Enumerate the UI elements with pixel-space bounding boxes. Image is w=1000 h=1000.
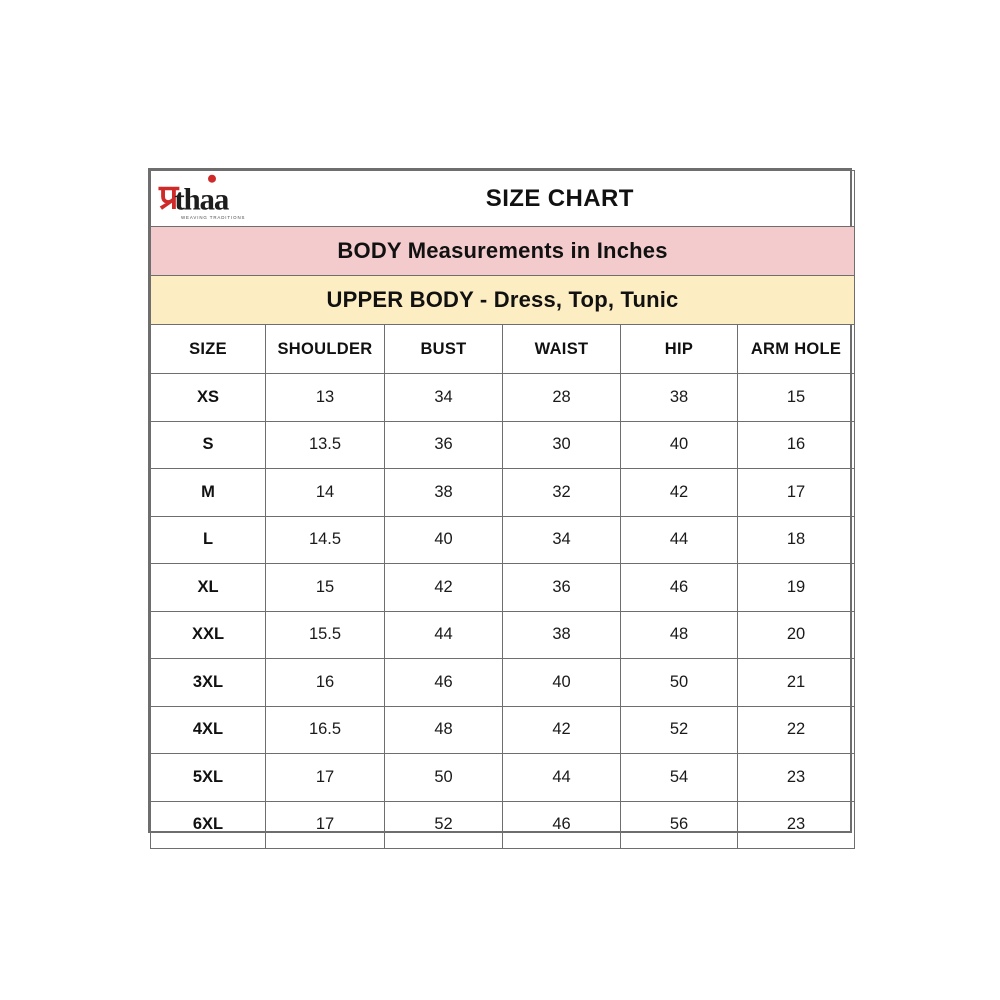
- cell-bust: 34: [384, 373, 503, 422]
- cell-waist: 40: [502, 658, 621, 707]
- cell-size: 3XL: [150, 658, 266, 707]
- cell-size: M: [150, 468, 266, 517]
- table-row: XL 15 42 36 46 19: [150, 563, 856, 612]
- cell-size: L: [150, 515, 266, 564]
- brand-logo-tagline: WEAVING TRADITIONS: [181, 215, 246, 220]
- cell-size: XXL: [150, 610, 266, 659]
- table-row: 4XL 16.5 48 42 52 22: [150, 705, 856, 754]
- cell-armhole: 23: [736, 753, 856, 802]
- cell-waist: 36: [502, 563, 621, 612]
- cell-bust: 44: [384, 610, 503, 659]
- cell-shoulder: 16.5: [265, 705, 385, 754]
- cell-hip: 56: [620, 800, 738, 849]
- cell-waist: 38: [502, 610, 621, 659]
- cell-armhole: 18: [736, 515, 856, 564]
- cell-armhole: 15: [736, 373, 856, 422]
- banner-row-section: UPPER BODY - Dress, Top, Tunic: [149, 275, 856, 325]
- cell-hip: 54: [620, 753, 738, 802]
- table-row: S 13.5 36 30 40 16: [150, 420, 856, 469]
- cell-waist: 42: [502, 705, 621, 754]
- cell-hip: 42: [620, 468, 738, 517]
- cell-bust: 48: [384, 705, 503, 754]
- cell-hip: 38: [620, 373, 738, 422]
- brand-logo-dot-icon: [208, 174, 217, 183]
- cell-armhole: 22: [736, 705, 856, 754]
- cell-hip: 44: [620, 515, 738, 564]
- table-row: XXL 15.5 44 38 48 20: [150, 610, 856, 659]
- table-row: M 14 38 32 42 17: [150, 468, 856, 517]
- cell-bust: 46: [384, 658, 503, 707]
- column-header-armhole: ARM HOLE: [736, 324, 856, 374]
- brand-logo: प्र thaa: [159, 174, 229, 217]
- cell-bust: 50: [384, 753, 503, 802]
- cell-hip: 50: [620, 658, 738, 707]
- size-chart-container: प्र thaa WEAVING TRADITIONS SIZE CHART: [148, 168, 856, 849]
- cell-hip: 52: [620, 705, 738, 754]
- page-title: SIZE CHART: [485, 184, 634, 212]
- cell-shoulder: 15: [265, 563, 385, 612]
- cell-waist: 34: [502, 515, 621, 564]
- column-header-hip: HIP: [620, 324, 738, 374]
- banner-section-label: UPPER BODY - Dress, Top, Tunic: [326, 287, 679, 312]
- table-header-row: SIZE SHOULDER BUST WAIST HIP A: [150, 324, 856, 374]
- brand-logo-devanagari: प्र: [159, 179, 178, 217]
- table-row: 6XL 17 52 46 56 23: [150, 800, 856, 849]
- column-header-size: SIZE: [150, 324, 266, 374]
- cell-waist: 28: [502, 373, 621, 422]
- chart-title-row: प्र thaa WEAVING TRADITIONS SIZE CHART: [150, 170, 856, 227]
- cell-armhole: 21: [736, 658, 856, 707]
- cell-shoulder: 14: [265, 468, 385, 517]
- cell-size: 4XL: [150, 705, 266, 754]
- table-row: XS 13 34 28 38 15: [150, 373, 856, 422]
- cell-size: XL: [150, 563, 266, 612]
- cell-shoulder: 14.5: [265, 515, 385, 564]
- cell-size: S: [150, 420, 266, 469]
- brand-logo-cell: प्र thaa WEAVING TRADITIONS: [150, 170, 266, 227]
- column-header-waist: WAIST: [502, 324, 621, 374]
- brand-logo-latin: thaa: [174, 174, 229, 215]
- cell-shoulder: 13.5: [265, 420, 385, 469]
- cell-bust: 52: [384, 800, 503, 849]
- cell-size: XS: [150, 373, 266, 422]
- cell-waist: 46: [502, 800, 621, 849]
- chart-title-cell: SIZE CHART: [265, 170, 856, 227]
- table-row: 3XL 16 46 40 50 21: [150, 658, 856, 707]
- table-row: 5XL 17 50 44 54 23: [150, 753, 856, 802]
- column-header-shoulder: SHOULDER: [265, 324, 385, 374]
- column-header-bust: BUST: [384, 324, 503, 374]
- cell-armhole: 19: [736, 563, 856, 612]
- banner-measurements-label: BODY Measurements in Inches: [337, 238, 668, 263]
- table-row: L 14.5 40 34 44 18: [150, 515, 856, 564]
- cell-waist: 32: [502, 468, 621, 517]
- cell-shoulder: 16: [265, 658, 385, 707]
- size-chart-body: प्र thaa WEAVING TRADITIONS SIZE CHART: [149, 170, 856, 849]
- cell-waist: 30: [502, 420, 621, 469]
- cell-size: 5XL: [150, 753, 266, 802]
- cell-shoulder: 15.5: [265, 610, 385, 659]
- cell-armhole: 16: [736, 420, 856, 469]
- cell-size: 6XL: [150, 800, 266, 849]
- cell-bust: 42: [384, 563, 503, 612]
- cell-shoulder: 17: [265, 800, 385, 849]
- cell-hip: 48: [620, 610, 738, 659]
- cell-hip: 40: [620, 420, 738, 469]
- cell-armhole: 23: [736, 800, 856, 849]
- cell-shoulder: 17: [265, 753, 385, 802]
- cell-bust: 38: [384, 468, 503, 517]
- banner-section-cell: UPPER BODY - Dress, Top, Tunic: [149, 275, 856, 325]
- cell-armhole: 17: [736, 468, 856, 517]
- cell-bust: 40: [384, 515, 503, 564]
- size-chart-table: प्र thaa WEAVING TRADITIONS SIZE CHART: [149, 170, 856, 849]
- cell-bust: 36: [384, 420, 503, 469]
- brand-logo-latin-text: thaa: [174, 181, 229, 217]
- cell-hip: 46: [620, 563, 738, 612]
- cell-armhole: 20: [736, 610, 856, 659]
- cell-waist: 44: [502, 753, 621, 802]
- cell-shoulder: 13: [265, 373, 385, 422]
- banner-measurements-cell: BODY Measurements in Inches: [149, 226, 856, 276]
- banner-row-measurements: BODY Measurements in Inches: [149, 226, 856, 276]
